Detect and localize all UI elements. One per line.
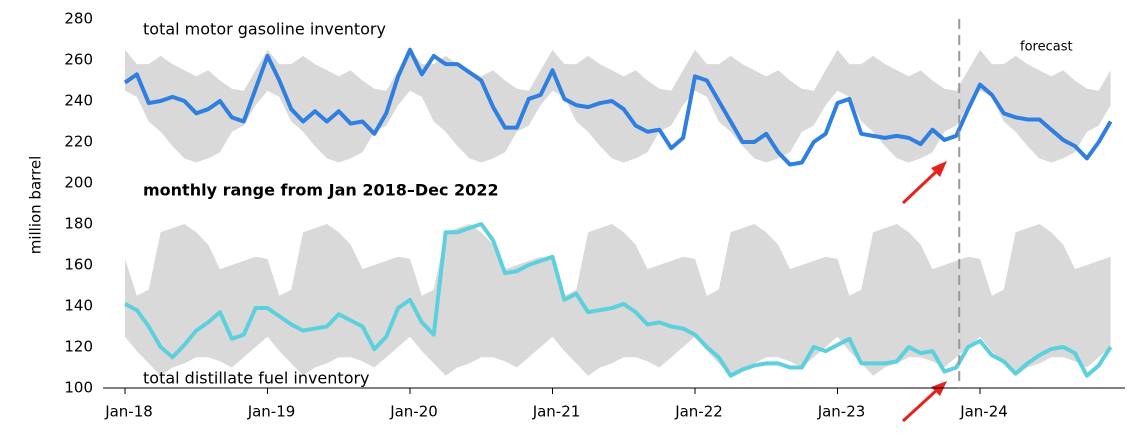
series-lines bbox=[123, 47, 1113, 378]
x-tick-label: Jan-19 bbox=[247, 403, 296, 421]
x-tick-label: Jan-20 bbox=[389, 403, 438, 421]
y-axis-label: million barrel bbox=[27, 156, 45, 255]
series-label: total distillate fuel inventory bbox=[143, 369, 370, 388]
arrow bbox=[901, 168, 940, 205]
x-tick-label: Jan-18 bbox=[104, 403, 153, 421]
y-tick-label: 120 bbox=[64, 338, 93, 356]
x-tick-label: Jan-21 bbox=[532, 403, 581, 421]
y-tick-label: 140 bbox=[64, 297, 93, 315]
y-tick-label: 180 bbox=[64, 215, 93, 233]
range-band bbox=[125, 224, 1111, 376]
x-tick-label: Jan-22 bbox=[674, 403, 723, 421]
range-label: monthly range from Jan 2018–Dec 2022 bbox=[143, 181, 499, 200]
arrow bbox=[901, 387, 940, 423]
forecast-label: forecast bbox=[1020, 40, 1073, 55]
arrow-head bbox=[931, 161, 947, 177]
series-label: total motor gasoline inventory bbox=[143, 20, 386, 39]
range-bands bbox=[125, 49, 1111, 376]
series-line bbox=[123, 47, 1113, 167]
y-tick-label: 160 bbox=[64, 256, 93, 274]
x-tick-label: Jan-24 bbox=[959, 403, 1008, 421]
y-tick-label: 240 bbox=[64, 92, 93, 110]
series-line bbox=[124, 222, 1113, 378]
y-tick-label: 200 bbox=[64, 174, 93, 192]
y-tick-label: 280 bbox=[64, 10, 93, 28]
y-tick-label: 260 bbox=[64, 51, 93, 69]
x-tick-label: Jan-23 bbox=[817, 403, 866, 421]
y-tick-label: 220 bbox=[64, 133, 93, 151]
y-tick-label: 100 bbox=[64, 379, 93, 397]
